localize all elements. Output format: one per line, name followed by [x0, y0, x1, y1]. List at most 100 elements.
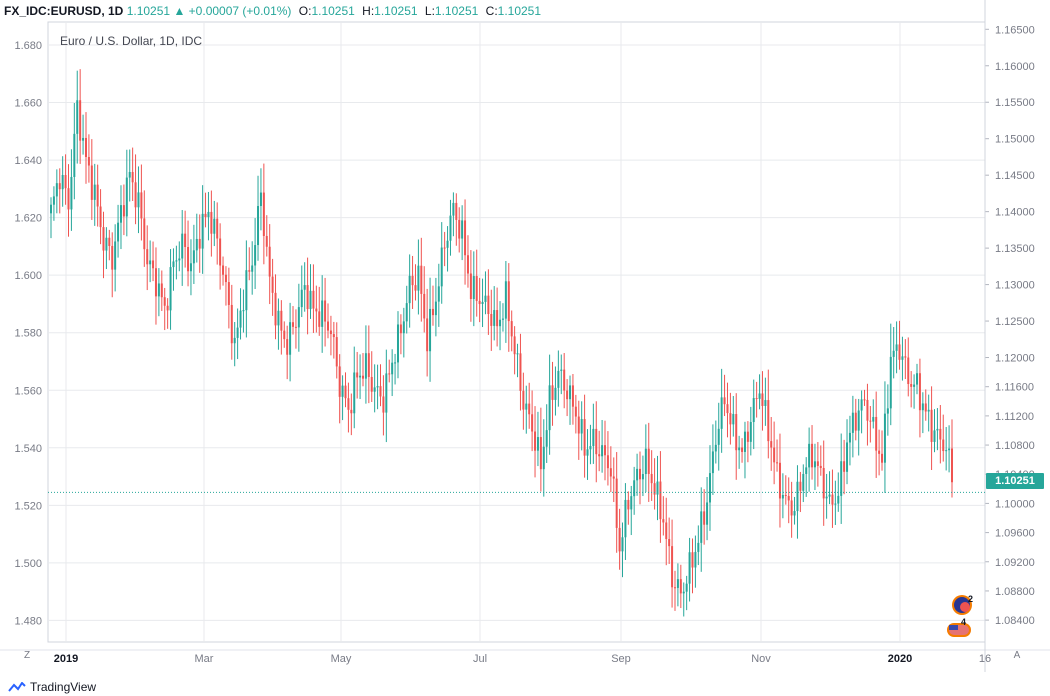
- candle: [741, 438, 744, 463]
- candle: [236, 308, 239, 360]
- candle: [697, 525, 700, 566]
- candle: [679, 564, 682, 609]
- right-axis-tick-label: 1.08800: [995, 586, 1035, 598]
- candle: [452, 192, 455, 237]
- auto-scale-button[interactable]: A: [1013, 650, 1021, 661]
- candle: [907, 337, 910, 397]
- candle: [192, 224, 195, 285]
- candle: [796, 465, 799, 539]
- candle: [510, 310, 513, 352]
- candle: [472, 251, 475, 327]
- candle: [399, 314, 402, 355]
- candle: [499, 301, 502, 351]
- candle: [140, 164, 143, 241]
- candle: [458, 207, 461, 253]
- candle: [90, 139, 93, 220]
- candle: [157, 268, 160, 317]
- candle: [50, 197, 52, 239]
- candle: [773, 421, 776, 485]
- candle: [443, 231, 446, 267]
- candle: [391, 349, 394, 397]
- candle: [449, 199, 452, 256]
- candle: [201, 185, 204, 274]
- candle: [242, 289, 245, 333]
- right-axis-tick-label: 1.11600: [995, 382, 1034, 394]
- candle: [137, 166, 140, 234]
- candle: [332, 321, 335, 359]
- brand-footer[interactable]: TradingView: [8, 680, 96, 694]
- candle: [490, 289, 493, 351]
- candle: [857, 398, 860, 456]
- candle: [385, 349, 388, 443]
- event-count: 2: [968, 594, 974, 604]
- candle: [429, 277, 432, 382]
- candle: [111, 232, 114, 298]
- candle: [834, 480, 837, 525]
- candle: [592, 403, 595, 464]
- candle: [487, 269, 490, 335]
- last-price-tag: 1.10251: [986, 473, 1044, 489]
- candle: [706, 476, 709, 541]
- left-axis-tick-label: 1.540: [14, 443, 42, 455]
- symbol-label[interactable]: FX_IDC:EURUSD, 1D: [4, 4, 124, 18]
- candle: [131, 147, 134, 201]
- candle: [84, 112, 87, 184]
- candle: [321, 275, 324, 353]
- candle: [720, 368, 723, 453]
- x-axis-tick-label: 2020: [888, 653, 912, 665]
- candle: [881, 430, 884, 471]
- candle: [918, 358, 921, 438]
- candle: [125, 149, 128, 237]
- candle: [659, 451, 662, 543]
- candle: [624, 483, 627, 560]
- candle: [539, 407, 542, 492]
- candle: [361, 353, 364, 387]
- right-axis-tick-label: 1.15000: [995, 134, 1035, 146]
- candle: [254, 218, 257, 289]
- candle: [58, 168, 61, 214]
- candle: [717, 402, 720, 471]
- candle: [930, 386, 933, 471]
- candle: [119, 185, 122, 250]
- candle: [143, 190, 146, 267]
- candle: [239, 288, 242, 340]
- candle: [388, 359, 391, 383]
- candle: [373, 364, 376, 413]
- candle: [545, 404, 548, 463]
- candle: [609, 446, 612, 493]
- candle: [105, 227, 108, 270]
- candle: [726, 382, 729, 438]
- candle: [569, 375, 572, 425]
- x-axis-tick-label: Sep: [611, 653, 631, 665]
- candle: [55, 169, 58, 214]
- candle: [846, 419, 849, 485]
- eu-flag-event-icon-graphic: [952, 595, 972, 615]
- x-axis-tick-label: Jul: [473, 653, 487, 665]
- candle: [446, 226, 449, 272]
- candle: [475, 249, 478, 317]
- candle: [312, 264, 315, 333]
- candle: [219, 223, 222, 290]
- eu-flag-event-icon[interactable]: 2: [951, 594, 973, 616]
- candle: [577, 400, 580, 460]
- candle: [292, 306, 295, 335]
- candle: [589, 424, 592, 465]
- us-flag-event-icon[interactable]: 4: [945, 617, 971, 639]
- candle: [297, 283, 300, 352]
- candle: [764, 377, 767, 426]
- candle: [641, 455, 644, 497]
- candle: [303, 262, 306, 312]
- left-axis-tick-label: 1.560: [14, 385, 42, 397]
- candle: [802, 464, 805, 503]
- candle: [831, 469, 834, 528]
- candle: [315, 285, 318, 333]
- zoom-button[interactable]: Z: [23, 650, 31, 661]
- candles-layer: [50, 69, 953, 617]
- candle: [656, 455, 659, 521]
- candle: [936, 408, 939, 451]
- candle: [586, 429, 589, 480]
- candle: [948, 425, 951, 473]
- candle: [813, 443, 816, 491]
- candle: [420, 237, 423, 322]
